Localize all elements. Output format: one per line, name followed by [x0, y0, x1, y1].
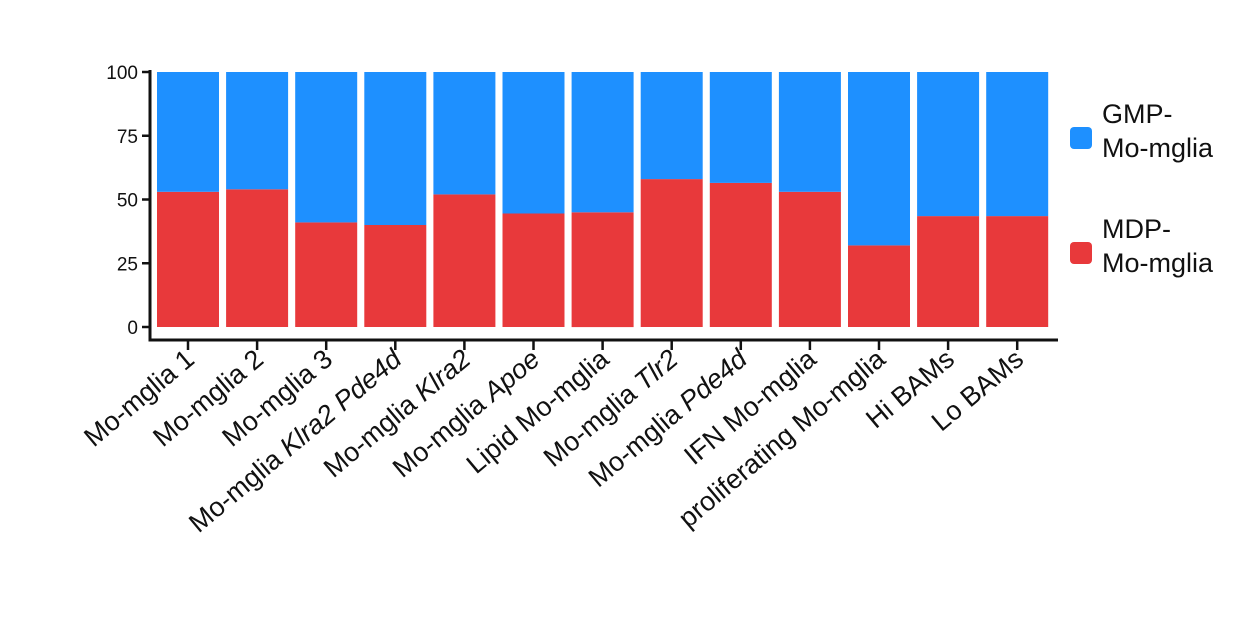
plot-area — [157, 72, 1049, 328]
bar-gmp-9 — [709, 72, 772, 183]
bar-gmp-4 — [364, 72, 427, 225]
bar-mdp-8 — [640, 179, 703, 327]
bar-gmp-2 — [226, 72, 289, 190]
bar-mdp-3 — [295, 222, 358, 327]
y-tick-label: 25 — [117, 254, 138, 275]
bar-mdp-9 — [709, 182, 772, 327]
bar-mdp-13 — [986, 216, 1049, 327]
legend: GMP-Mo-mglia MDP-Mo-mglia — [1070, 99, 1214, 278]
legend-label-gmp: GMP-Mo-mglia — [1102, 99, 1214, 163]
bar-gmp-7 — [571, 72, 634, 213]
y-tick-label: 50 — [117, 191, 138, 212]
y-tick-label: 0 — [127, 318, 138, 339]
bar-gmp-12 — [917, 72, 980, 217]
legend-swatch-mdp — [1070, 242, 1092, 264]
y-tick-label: 75 — [117, 127, 138, 148]
bar-mdp-1 — [157, 191, 219, 327]
bar-gmp-3 — [295, 72, 358, 223]
y-tick-label: 100 — [106, 63, 138, 84]
bar-mdp-4 — [364, 225, 427, 327]
bar-gmp-5 — [433, 72, 496, 195]
y-axis: 0 25 50 75 100 — [106, 63, 152, 340]
bar-mdp-6 — [502, 213, 565, 327]
bar-mdp-10 — [778, 191, 841, 327]
bar-mdp-2 — [226, 189, 289, 327]
bar-gmp-6 — [502, 72, 565, 214]
x-axis: Mo-mglia 1Mo-mglia 2Mo-mglia 3Mo-mglia K… — [78, 338, 1058, 538]
bar-gmp-11 — [848, 72, 910, 246]
bar-mdp-7 — [571, 212, 634, 328]
bar-mdp-5 — [433, 194, 496, 327]
bar-mdp-12 — [917, 216, 980, 327]
legend-label-mdp: MDP-Mo-mglia — [1102, 214, 1214, 278]
bar-mdp-11 — [848, 245, 910, 327]
legend-swatch-gmp — [1070, 127, 1092, 149]
bar-gmp-10 — [778, 72, 841, 192]
bar-gmp-8 — [640, 72, 703, 180]
bar-gmp-13 — [986, 72, 1049, 217]
bar-gmp-1 — [157, 72, 219, 192]
